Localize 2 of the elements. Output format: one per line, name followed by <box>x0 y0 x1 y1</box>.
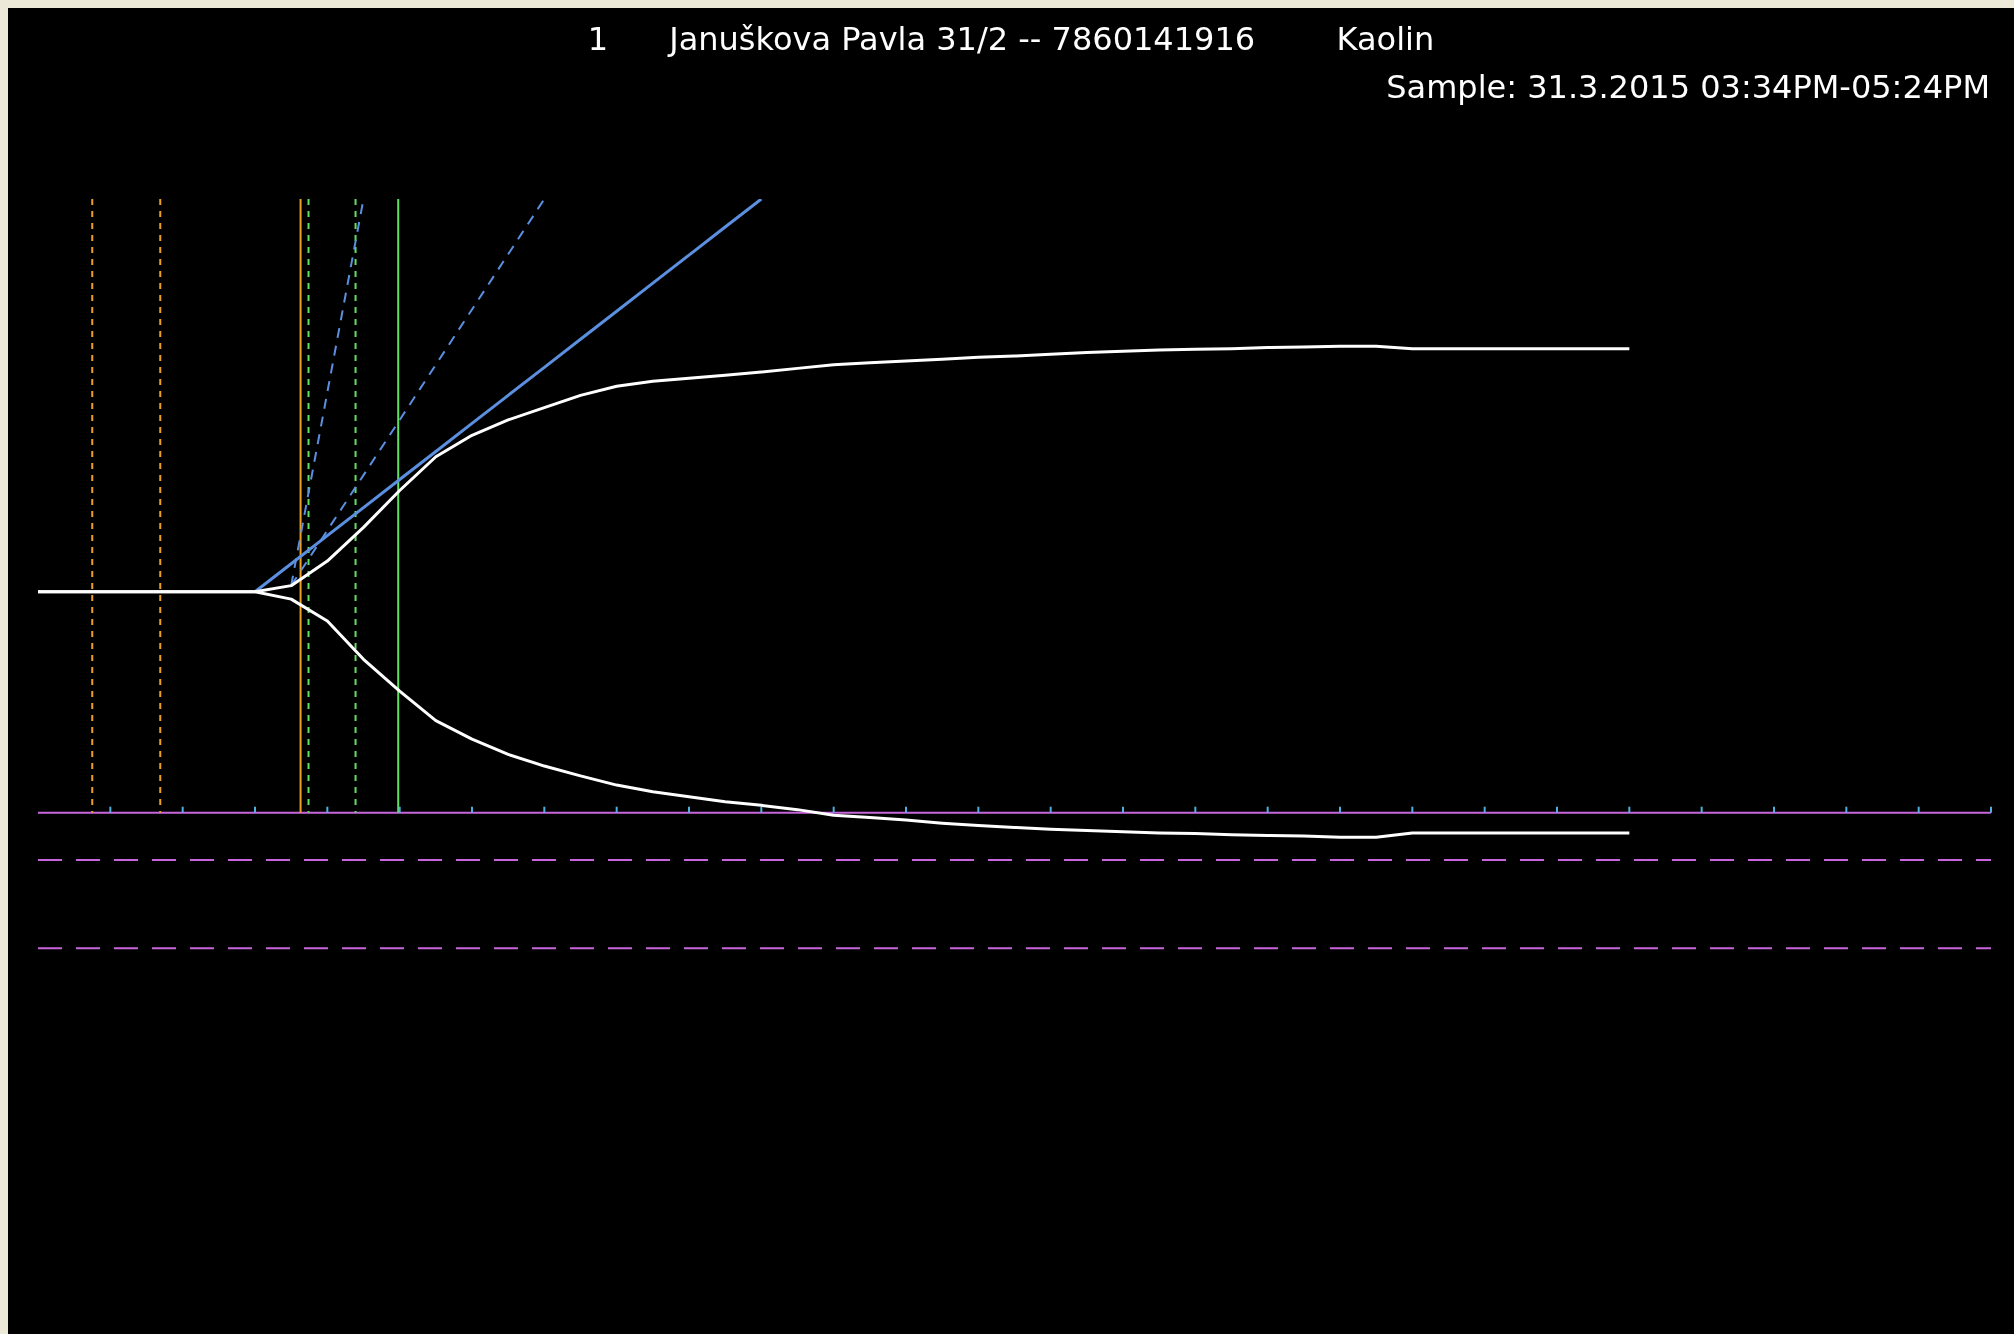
chart-title: 1 Januškova Pavla 31/2 -- 7860141916 Kaolin <box>586 20 1436 58</box>
chart-subtitle: Sample: 31.3.2015 03:34PM-05:24PM <box>1386 68 1990 106</box>
